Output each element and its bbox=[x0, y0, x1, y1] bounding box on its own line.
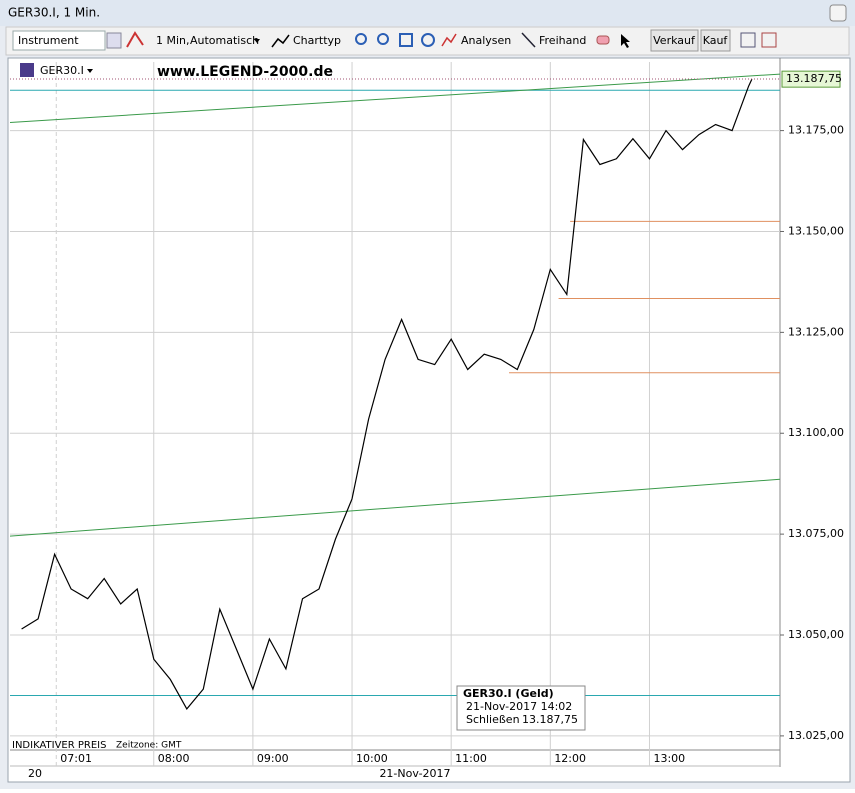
charttype-icon bbox=[271, 34, 290, 48]
sell-button[interactable] bbox=[650, 29, 699, 52]
symbol-icon bbox=[20, 63, 34, 77]
window-title: GER30.I, 1 Min. bbox=[8, 6, 100, 20]
tooltip-box bbox=[456, 685, 586, 731]
interval[interactable]: 1 Min, bbox=[156, 34, 190, 47]
y-tick-label: 13.100,00 bbox=[788, 426, 844, 439]
timezone: Zeitzone: GMT bbox=[116, 741, 182, 751]
dropdown bbox=[254, 39, 260, 43]
fit[interactable] bbox=[399, 33, 413, 47]
buy: Kauf bbox=[703, 34, 729, 47]
eraser[interactable] bbox=[596, 35, 610, 45]
toolbar: Instrument 1 Min, Automatisch Charttyp A… bbox=[5, 26, 850, 56]
settings-icon[interactable] bbox=[740, 32, 756, 48]
date-label: 21-Nov-2017 bbox=[379, 767, 450, 780]
tooltip-time: 21-Nov-2017 14:02 bbox=[466, 700, 572, 713]
indicator-icon[interactable] bbox=[126, 31, 144, 48]
price-tag bbox=[781, 70, 841, 88]
analyses-icon bbox=[441, 33, 457, 47]
cursor[interactable] bbox=[621, 34, 630, 48]
freehand[interactable]: Freihand bbox=[539, 34, 586, 47]
x-tick-label: 09:00 bbox=[257, 752, 289, 765]
buy-button[interactable] bbox=[700, 29, 731, 52]
y-tick-label: 13.050,00 bbox=[788, 628, 844, 641]
y-tick-label: 13.025,00 bbox=[788, 729, 844, 742]
analyses[interactable]: Analysen bbox=[461, 34, 511, 47]
instrument-placeholder: Instrument bbox=[18, 34, 79, 47]
tooltip-title: GER30.I (Geld) bbox=[463, 687, 554, 700]
date-label: 20 bbox=[28, 767, 42, 780]
footer: INDIKATIVER PREIS bbox=[12, 740, 106, 751]
trend-line bbox=[9, 73, 781, 124]
y-tick-label: 13.150,00 bbox=[788, 224, 844, 237]
instrument-input[interactable] bbox=[12, 30, 106, 51]
x-tick-label: 13:00 bbox=[653, 752, 685, 765]
sell: Verkauf bbox=[653, 34, 696, 47]
plot: 13.025,00 13.050,00 13.075,00 13.100,00 13.1… bbox=[9, 58, 844, 780]
instrument-icon[interactable] bbox=[106, 32, 122, 49]
close-button[interactable] bbox=[829, 4, 847, 22]
watermark: www.LEGEND-2000.de bbox=[157, 64, 333, 80]
y-tick-label: 13.125,00 bbox=[788, 325, 844, 338]
x-tick-label: 12:00 bbox=[554, 752, 586, 765]
tooltip-close-label: Schließen bbox=[466, 713, 520, 726]
zoom-out[interactable] bbox=[377, 33, 389, 45]
symbol[interactable]: GER30.I bbox=[40, 64, 84, 77]
print-icon[interactable] bbox=[761, 32, 777, 48]
x-tick-label: 11:00 bbox=[455, 752, 487, 765]
chart-area bbox=[7, 57, 851, 783]
charttype[interactable]: Charttyp bbox=[293, 34, 341, 47]
tooltip: GER30.I (Geld) 21-Nov-2017 14:02 Schließ… bbox=[456, 685, 586, 731]
reset[interactable] bbox=[421, 33, 435, 47]
price-tag-label: 13.187,75 bbox=[786, 72, 842, 85]
y-tick-label: 13.175,00 bbox=[788, 124, 844, 137]
zoom-in[interactable] bbox=[355, 33, 367, 45]
trend-line bbox=[9, 478, 781, 537]
freehand-icon bbox=[521, 32, 536, 48]
x-tick-label: 10:00 bbox=[356, 752, 388, 765]
tooltip-close-value: 13.187,75 bbox=[522, 713, 578, 726]
title-bar bbox=[0, 0, 855, 26]
x-tick-label: 07:01 bbox=[60, 752, 92, 765]
dropdown bbox=[87, 69, 93, 73]
mode[interactable]: Automatisch bbox=[190, 34, 259, 47]
price-line bbox=[21, 78, 753, 710]
y-tick-label: 13.075,00 bbox=[788, 527, 844, 540]
x-tick-label: 08:00 bbox=[158, 752, 190, 765]
